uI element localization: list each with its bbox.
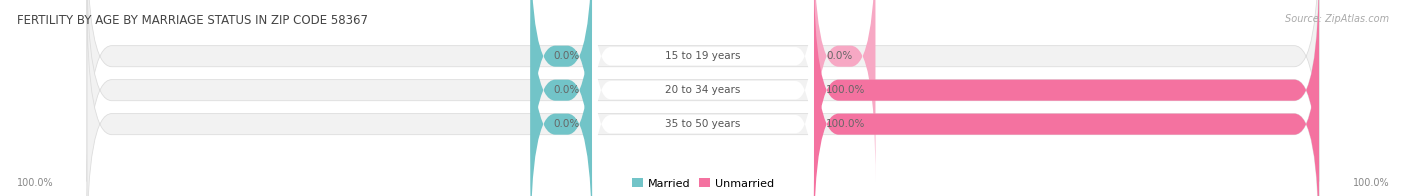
Text: 0.0%: 0.0% xyxy=(554,119,579,129)
FancyBboxPatch shape xyxy=(814,0,1319,196)
Text: 0.0%: 0.0% xyxy=(554,51,579,61)
FancyBboxPatch shape xyxy=(87,0,1319,196)
Text: Source: ZipAtlas.com: Source: ZipAtlas.com xyxy=(1285,14,1389,24)
Text: 15 to 19 years: 15 to 19 years xyxy=(665,51,741,61)
Text: 100.0%: 100.0% xyxy=(17,178,53,188)
FancyBboxPatch shape xyxy=(530,0,592,196)
Text: 20 to 34 years: 20 to 34 years xyxy=(665,85,741,95)
FancyBboxPatch shape xyxy=(530,0,592,181)
Text: 0.0%: 0.0% xyxy=(554,85,579,95)
FancyBboxPatch shape xyxy=(814,0,876,181)
Text: 35 to 50 years: 35 to 50 years xyxy=(665,119,741,129)
Text: 100.0%: 100.0% xyxy=(1353,178,1389,188)
FancyBboxPatch shape xyxy=(814,0,1319,196)
Text: FERTILITY BY AGE BY MARRIAGE STATUS IN ZIP CODE 58367: FERTILITY BY AGE BY MARRIAGE STATUS IN Z… xyxy=(17,14,368,27)
Text: 100.0%: 100.0% xyxy=(827,85,866,95)
Legend: Married, Unmarried: Married, Unmarried xyxy=(633,178,773,189)
FancyBboxPatch shape xyxy=(87,0,1319,181)
FancyBboxPatch shape xyxy=(592,0,814,149)
Text: 0.0%: 0.0% xyxy=(827,51,852,61)
Text: 100.0%: 100.0% xyxy=(827,119,866,129)
FancyBboxPatch shape xyxy=(87,0,1319,196)
FancyBboxPatch shape xyxy=(592,31,814,196)
FancyBboxPatch shape xyxy=(530,0,592,196)
FancyBboxPatch shape xyxy=(592,0,814,183)
